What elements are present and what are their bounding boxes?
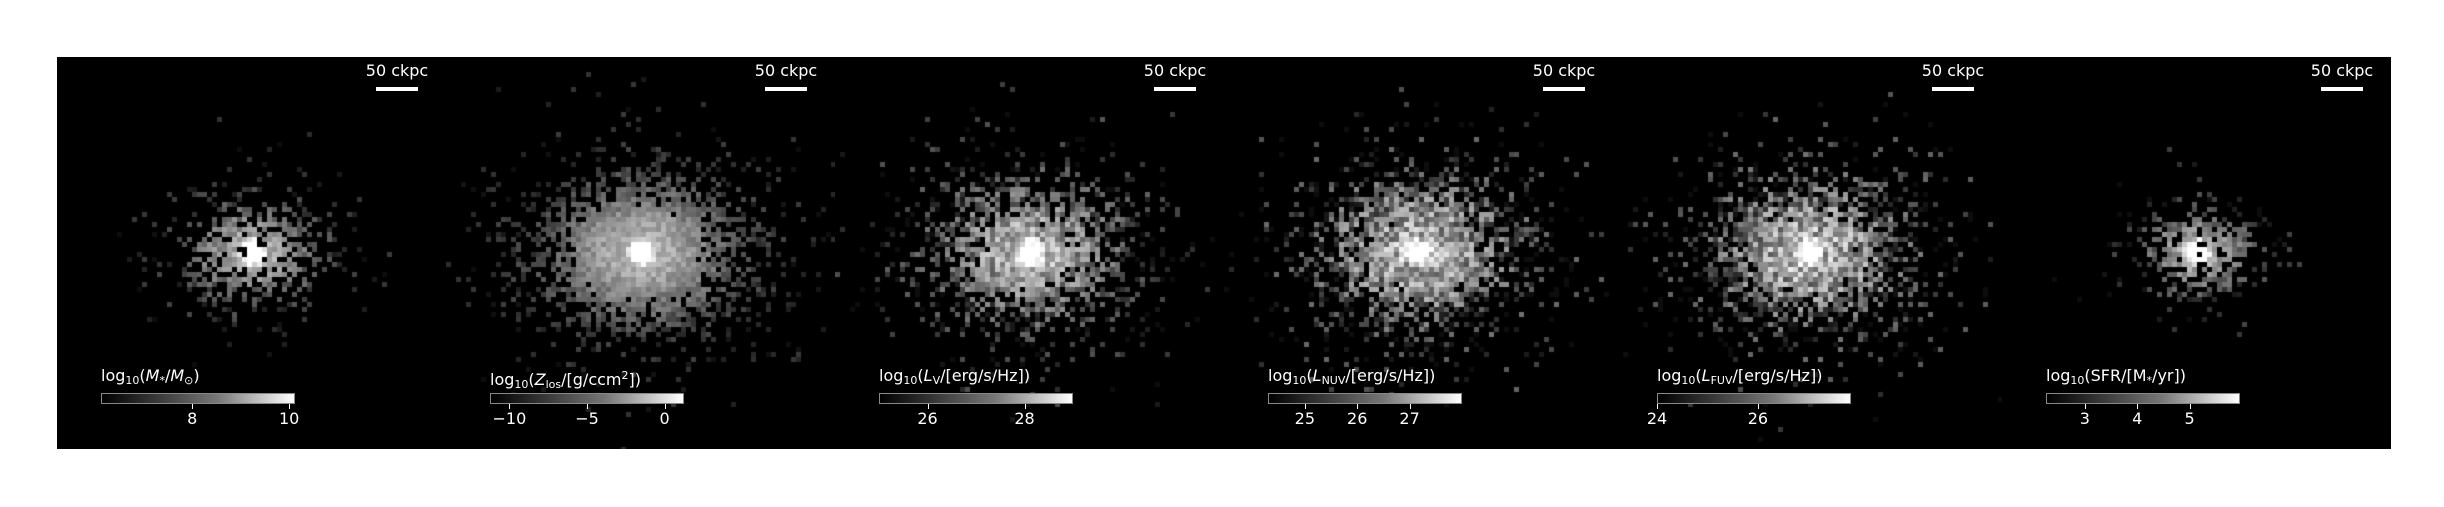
colorbar-tick: [509, 404, 511, 409]
colorbar: [101, 393, 295, 404]
scalebar-line: [1543, 87, 1585, 91]
scalebar: 50 ckpc: [362, 61, 432, 91]
scalebar-line: [765, 87, 807, 91]
colorbar-tick: [587, 404, 588, 409]
colorbar-title: log10(SFR/[M*/yr]): [2046, 366, 2186, 387]
map-panel: 50 ckpc log10(LFUV/[erg/s/Hz]) 24 26: [1613, 57, 2002, 449]
colorbar-tick: [1357, 404, 1359, 409]
map-panel: 50 ckpc log10(LNUV/[erg/s/Hz]) 25 26 27: [1224, 57, 1613, 449]
scalebar: 50 ckpc: [2307, 61, 2377, 91]
colorbar-tick-label: 8: [187, 409, 198, 428]
colorbar: [879, 393, 1073, 404]
colorbar-tick: [1409, 404, 1411, 409]
map-panel: 50 ckpc log10(SFR/[M*/yr]) 3 4 5: [2002, 57, 2391, 449]
scalebar-label: 50 ckpc: [1143, 61, 1207, 80]
colorbar-tick: [1304, 404, 1306, 409]
colorbar-tick-label: 4: [2132, 409, 2143, 428]
galaxy-map-image: [835, 57, 1224, 449]
colorbar-tick: [192, 404, 194, 409]
figure: 50 ckpc log10(M*/M⊙) 8 10 50 ckpc log10(Zlos/…: [57, 57, 2391, 449]
colorbar-tick-label: 5: [2184, 409, 2195, 428]
colorbar: [490, 393, 684, 404]
colorbar-title: log10(LFUV/[erg/s/Hz]): [1657, 366, 1823, 387]
colorbar-tick: [664, 404, 666, 409]
map-panel: 50 ckpc log10(Zlos/[g/ccm2]) −10 −5 0: [446, 57, 835, 449]
colorbar-tick-label: 0: [659, 409, 670, 428]
colorbar-tick: [2084, 404, 2086, 409]
colorbar: [1268, 393, 1462, 404]
scalebar-label: 50 ckpc: [754, 61, 818, 80]
colorbar-title: log10(LNUV/[erg/s/Hz]): [1268, 366, 1436, 387]
scalebar-line: [2321, 87, 2363, 91]
galaxy-map-image: [1613, 57, 2002, 449]
colorbar-tick-label: 26: [1747, 409, 1769, 428]
colorbar-tick-label: 27: [1399, 409, 1420, 428]
scalebar: 50 ckpc: [1140, 61, 1210, 91]
colorbar-tick-label: 10: [278, 409, 300, 428]
colorbar-title: log10(M*/M⊙): [101, 366, 200, 387]
scalebar-label: 50 ckpc: [1921, 61, 1985, 80]
colorbar-tick: [1024, 404, 1026, 409]
galaxy-map-image: [1224, 57, 1613, 449]
map-panel: 50 ckpc log10(LV/[erg/s/Hz]) 26 28: [835, 57, 1224, 449]
colorbar: [1657, 393, 1851, 404]
colorbar-tick-label: −5: [575, 409, 599, 428]
galaxy-map-image: [2002, 57, 2391, 449]
galaxy-map-image: [446, 57, 835, 449]
colorbar-tick: [927, 404, 929, 409]
scalebar: 50 ckpc: [1918, 61, 1988, 91]
scalebar-line: [1932, 87, 1974, 91]
colorbar-tick: [2189, 404, 2191, 409]
scalebar: 50 ckpc: [751, 61, 821, 91]
colorbar-tick: [289, 404, 291, 409]
colorbar-tick: [1757, 404, 1759, 409]
scalebar-label: 50 ckpc: [1532, 61, 1596, 80]
colorbar-tick-label: 24: [1646, 409, 1668, 428]
colorbar: [2046, 393, 2240, 404]
colorbar-title: log10(LV/[erg/s/Hz]): [879, 366, 1031, 387]
colorbar-tick: [2137, 404, 2139, 409]
colorbar-tick-label: 3: [2079, 409, 2090, 428]
colorbar-title: log10(Zlos/[g/ccm2]): [490, 369, 641, 391]
scalebar-label: 50 ckpc: [2310, 61, 2374, 80]
scalebar-line: [1154, 87, 1196, 91]
scalebar-label: 50 ckpc: [365, 61, 429, 80]
scalebar-line: [376, 87, 418, 91]
colorbar-tick-label: 28: [1014, 409, 1035, 428]
colorbar-tick-label: 26: [917, 409, 938, 428]
colorbar-tick-label: 26: [1347, 409, 1368, 428]
galaxy-map-image: [57, 57, 446, 449]
colorbar-tick: [1657, 404, 1658, 409]
map-panel: 50 ckpc log10(M*/M⊙) 8 10: [57, 57, 446, 449]
colorbar-tick-label: −10: [492, 409, 527, 428]
colorbar-tick-label: 25: [1294, 409, 1316, 428]
scalebar: 50 ckpc: [1529, 61, 1599, 91]
